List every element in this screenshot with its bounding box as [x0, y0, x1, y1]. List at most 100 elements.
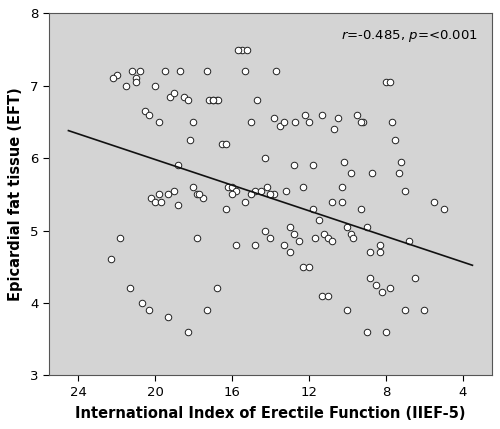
Point: [212, 97, 220, 104]
Point: [347, 231, 355, 238]
Point: [180, 93, 188, 100]
Point: [301, 111, 309, 118]
Point: [286, 249, 294, 256]
Point: [145, 111, 153, 118]
Point: [224, 184, 232, 190]
Point: [338, 198, 345, 205]
Point: [286, 224, 294, 230]
Point: [280, 242, 288, 248]
Point: [234, 46, 241, 53]
Point: [222, 140, 230, 147]
Point: [382, 329, 390, 335]
Point: [349, 234, 357, 241]
Point: [151, 198, 159, 205]
Point: [338, 184, 345, 190]
Point: [232, 242, 240, 248]
Point: [401, 187, 409, 194]
Point: [244, 46, 252, 53]
Point: [359, 118, 367, 125]
Point: [257, 187, 265, 194]
Point: [292, 118, 300, 125]
Point: [430, 198, 438, 205]
Point: [320, 231, 328, 238]
Point: [299, 184, 307, 190]
Point: [190, 118, 198, 125]
Point: [299, 263, 307, 270]
Point: [186, 136, 194, 143]
Point: [160, 68, 168, 75]
Point: [290, 231, 298, 238]
X-axis label: International Index of Erectile Function (IIEF-5): International Index of Erectile Function…: [75, 406, 466, 421]
Point: [251, 242, 259, 248]
Point: [366, 274, 374, 281]
Point: [212, 285, 220, 292]
Point: [174, 162, 182, 169]
Point: [155, 118, 163, 125]
Point: [132, 75, 140, 82]
Point: [392, 136, 400, 143]
Point: [310, 234, 318, 241]
Point: [324, 292, 332, 299]
Point: [386, 79, 394, 85]
Point: [388, 118, 396, 125]
Point: [242, 198, 250, 205]
Point: [228, 191, 236, 198]
Point: [309, 162, 317, 169]
Point: [128, 68, 136, 75]
Point: [372, 281, 380, 288]
Point: [247, 118, 255, 125]
Point: [151, 82, 159, 89]
Point: [194, 191, 202, 198]
Point: [366, 249, 374, 256]
Point: [334, 115, 342, 122]
Point: [420, 307, 428, 314]
Point: [397, 158, 405, 165]
Point: [296, 238, 304, 245]
Point: [184, 97, 192, 104]
Point: [362, 224, 370, 230]
Point: [136, 68, 143, 75]
Point: [344, 224, 351, 230]
Y-axis label: Epicardial fat tissue (EFT): Epicardial fat tissue (EFT): [8, 88, 24, 301]
Point: [164, 191, 172, 198]
Point: [147, 194, 155, 201]
Point: [199, 194, 207, 201]
Point: [205, 97, 213, 104]
Point: [228, 184, 236, 190]
Point: [305, 263, 313, 270]
Point: [116, 234, 124, 241]
Point: [270, 115, 278, 122]
Point: [305, 118, 313, 125]
Point: [340, 158, 347, 165]
Point: [376, 242, 384, 248]
Point: [196, 191, 203, 198]
Point: [368, 169, 376, 176]
Point: [203, 68, 211, 75]
Text: $\it{r}$=-0.485, $\it{p}$=<0.001: $\it{r}$=-0.485, $\it{p}$=<0.001: [342, 28, 478, 44]
Point: [157, 198, 165, 205]
Point: [378, 289, 386, 296]
Point: [112, 72, 120, 79]
Point: [328, 238, 336, 245]
Point: [260, 155, 268, 162]
Point: [214, 97, 222, 104]
Point: [396, 169, 404, 176]
Point: [108, 75, 116, 82]
Point: [272, 68, 280, 75]
Point: [238, 46, 246, 53]
Point: [222, 205, 230, 212]
Point: [318, 292, 326, 299]
Point: [184, 329, 192, 335]
Point: [266, 234, 274, 241]
Point: [247, 191, 255, 198]
Point: [170, 90, 178, 97]
Point: [166, 93, 174, 100]
Point: [194, 234, 202, 241]
Point: [242, 68, 250, 75]
Point: [270, 191, 278, 198]
Point: [318, 111, 326, 118]
Point: [262, 184, 270, 190]
Point: [126, 285, 134, 292]
Point: [324, 234, 332, 241]
Point: [266, 191, 274, 198]
